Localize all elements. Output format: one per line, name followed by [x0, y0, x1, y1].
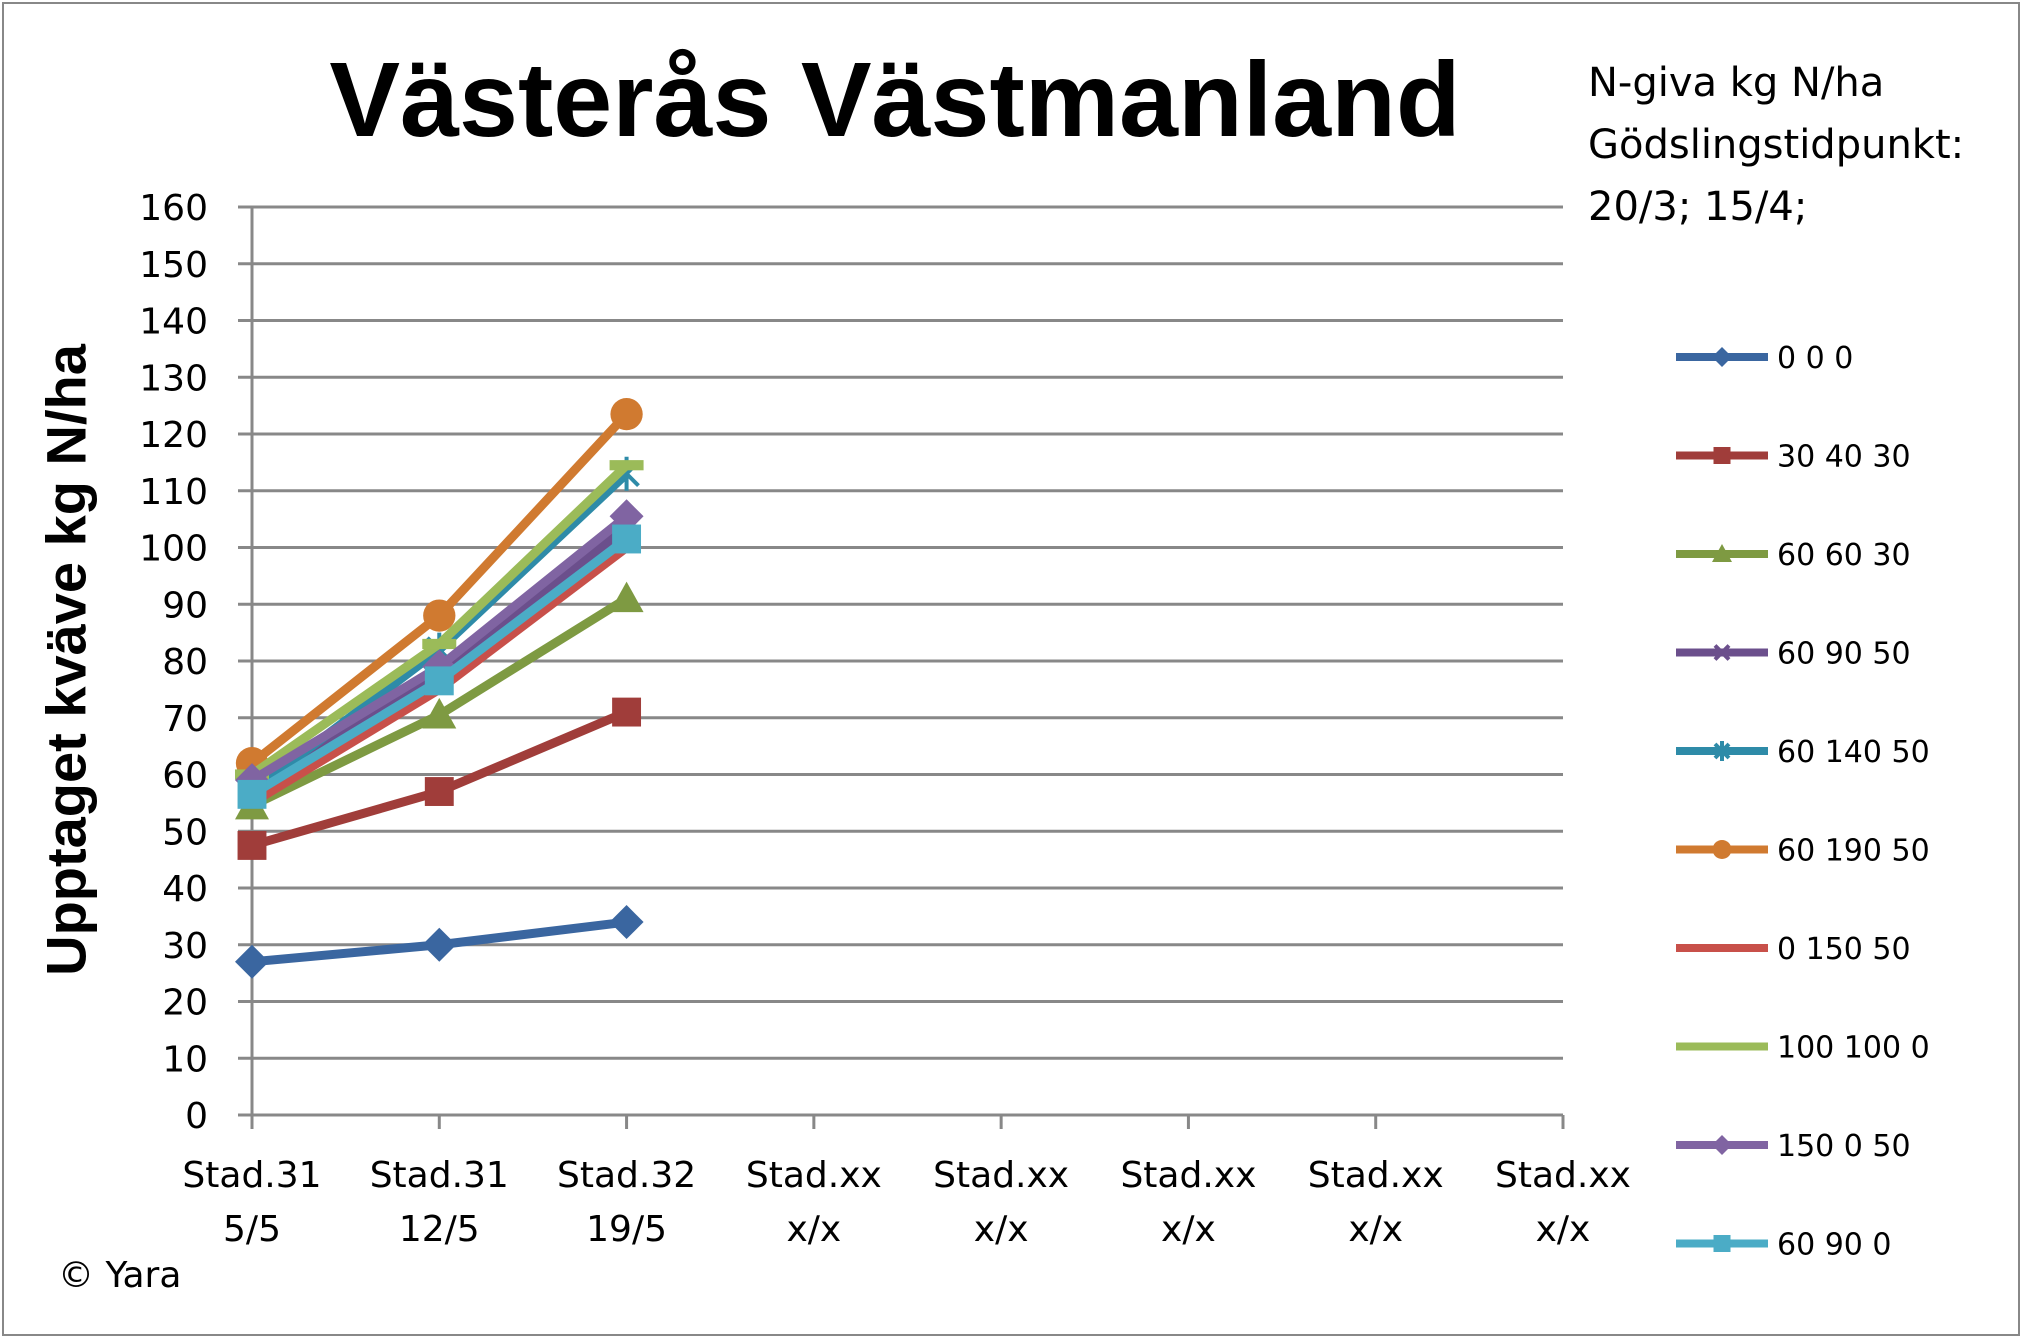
legend-label: 0 0 0: [1777, 341, 1853, 376]
y-tick-label: 20: [162, 983, 208, 1024]
x-tick-label: x/x: [974, 1209, 1029, 1250]
y-tick-label: 60: [162, 756, 208, 797]
x-tick-label: 12/5: [399, 1209, 480, 1250]
legend-label: 60 90 50: [1777, 637, 1911, 672]
data-point: [237, 830, 267, 860]
data-point: [423, 599, 456, 632]
x-tick-label: x/x: [1536, 1209, 1591, 1250]
chart-title: Västerås Västmanland: [329, 41, 1461, 159]
note-line: Gödslingstidpunkt:: [1588, 122, 1965, 168]
legend-label: 0 150 50: [1777, 932, 1911, 967]
data-point: [235, 944, 269, 979]
y-tick-label: 110: [139, 472, 208, 513]
data-point: [424, 777, 454, 806]
legend-marker: [1713, 447, 1731, 464]
legend-label: 150 0 50: [1777, 1129, 1911, 1164]
fertilizer-note: N-giva kg N/ha Gödslingstidpunkt: 20/3; …: [1588, 52, 1964, 238]
y-tick-label: 90: [162, 585, 208, 626]
y-tick-label: 30: [162, 926, 208, 967]
data-point: [422, 697, 457, 729]
x-tick-label: Stad.xx: [1120, 1155, 1256, 1196]
data-point: [612, 524, 642, 554]
y-tick-label: 150: [139, 245, 208, 286]
legend-marker: [1713, 1235, 1731, 1252]
x-tick-label: x/x: [1161, 1209, 1216, 1250]
legend-marker: [1712, 347, 1732, 367]
y-tick-label: 120: [139, 415, 208, 456]
y-tick-label: 0: [185, 1096, 208, 1137]
data-point: [424, 666, 454, 696]
y-tick-label: 130: [139, 358, 208, 399]
legend-label: 60 60 30: [1777, 538, 1911, 573]
y-tick-label: 80: [162, 642, 208, 683]
y-tick-label: 160: [139, 188, 208, 229]
y-tick-label: 50: [162, 812, 208, 853]
data-point: [612, 697, 642, 727]
data-point: [237, 779, 267, 809]
legend-marker: [1713, 644, 1731, 661]
legend-marker: [1712, 1135, 1732, 1155]
data-point: [609, 905, 644, 940]
data-point: [422, 927, 457, 962]
note-line: N-giva kg N/ha: [1588, 60, 1885, 106]
legend-marker: [1712, 544, 1732, 562]
x-tick-label: 5/5: [223, 1209, 281, 1250]
x-tick-label: Stad.xx: [1495, 1155, 1631, 1196]
legend-label: 100 100 0: [1777, 1031, 1930, 1066]
copyright: © Yara: [58, 1255, 182, 1296]
legend-marker: [1712, 1043, 1732, 1050]
x-tick-label: Stad.xx: [746, 1155, 882, 1196]
legend-label: 60 90 0: [1777, 1228, 1892, 1263]
y-tick-label: 40: [162, 869, 208, 910]
legend-label: 30 40 30: [1777, 440, 1911, 475]
x-tick-label: x/x: [786, 1209, 841, 1250]
y-tick-label: 70: [162, 699, 208, 740]
legend-marker: [1712, 840, 1732, 859]
x-tick-label: Stad.31: [370, 1155, 509, 1196]
x-tick-label: x/x: [1348, 1209, 1403, 1250]
x-tick-label: Stad.31: [182, 1155, 321, 1196]
data-point: [609, 581, 644, 613]
data-point: [610, 397, 643, 431]
x-tick-label: Stad.32: [557, 1155, 696, 1196]
x-tick-label: Stad.xx: [933, 1155, 1069, 1196]
legend-label: 60 140 50: [1777, 735, 1930, 770]
data-point: [422, 638, 457, 650]
data-point: [609, 460, 644, 471]
y-tick-label: 100: [139, 529, 208, 570]
legend-label: 60 190 50: [1777, 834, 1930, 869]
note-line: 20/3; 15/4;: [1588, 184, 1808, 230]
x-tick-label: Stad.xx: [1308, 1155, 1444, 1196]
y-tick-label: 140: [139, 302, 208, 343]
y-tick-label: 10: [162, 1039, 208, 1080]
legend-marker: [1713, 741, 1731, 761]
x-tick-label: 19/5: [586, 1209, 667, 1250]
